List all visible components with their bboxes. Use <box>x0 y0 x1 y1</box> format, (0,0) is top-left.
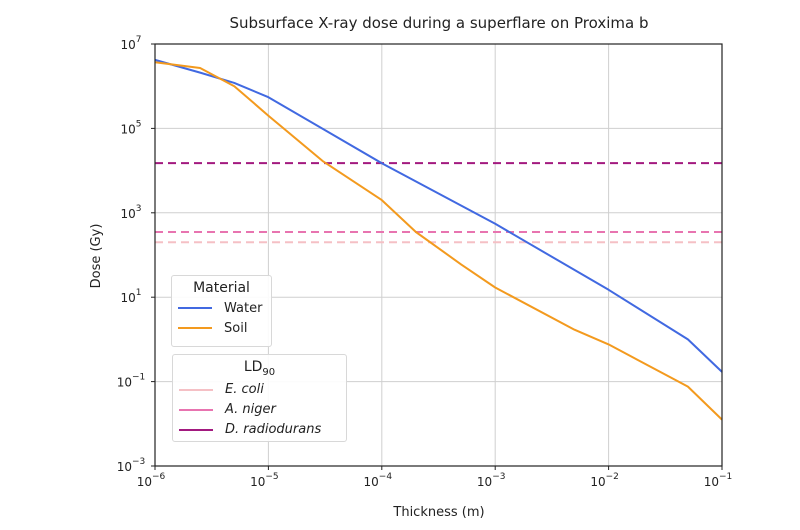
x-tick-exponent: −2 <box>606 472 619 482</box>
legend-label: A. niger <box>225 402 276 418</box>
y-tick-label: 103 <box>120 204 141 221</box>
x-tick-label: 10−4 <box>364 472 393 489</box>
chart-title: Subsurface X-ray dose during a superflar… <box>230 14 649 32</box>
legend-label: D. radiodurans <box>225 422 322 438</box>
y-tick-exponent: 1 <box>136 288 142 298</box>
legend-item-a-niger: A. niger <box>173 400 346 420</box>
legend-material-title: Material <box>193 280 250 296</box>
y-tick-exponent: −1 <box>132 373 145 383</box>
y-tick-label: 105 <box>120 119 141 136</box>
legend-item-water: Water <box>172 298 271 318</box>
legend-label: Water <box>224 300 263 316</box>
y-tick-label: 10−1 <box>117 373 146 390</box>
y-tick-exponent: 5 <box>136 119 142 129</box>
y-tick-exponent: 7 <box>136 35 142 45</box>
y-tick-exponent: 3 <box>136 204 142 214</box>
y-axis-label: Dose (Gy) <box>89 224 104 289</box>
legend-material: Material Water Soil <box>171 275 272 347</box>
plot-frame <box>154 43 723 467</box>
x-tick-exponent: −6 <box>152 472 166 482</box>
legend-label: Soil <box>224 320 248 336</box>
legend-item-d-radiodurans: D. radiodurans <box>173 420 346 440</box>
series-line-soil <box>154 61 723 421</box>
x-tick-exponent: −3 <box>492 472 505 482</box>
x-tick-exponent: −5 <box>265 472 278 482</box>
x-tick-exponent: −4 <box>379 472 393 482</box>
x-tick-label: 10−2 <box>590 472 619 489</box>
legend-label: E. coli <box>225 382 264 398</box>
x-tick-label: 10−6 <box>137 472 166 489</box>
y-tick-label: 107 <box>120 35 141 52</box>
legend-ld90-title: LD90 <box>243 359 276 378</box>
legend-item-soil: Soil <box>172 318 271 338</box>
legend-ld90: LD90 E. coli A. niger D. radiodurans <box>172 354 347 442</box>
y-tick-label: 10−3 <box>117 457 146 474</box>
x-axis-label: Thickness (m) <box>392 505 484 520</box>
y-tick-exponent: −3 <box>132 457 145 467</box>
x-tick-label: 10−1 <box>704 472 733 489</box>
legend-item-e-coli: E. coli <box>173 380 346 400</box>
series-line-water <box>154 58 723 373</box>
x-tick-label: 10−3 <box>477 472 506 489</box>
x-tick-label: 10−5 <box>250 472 279 489</box>
x-tick-exponent: −1 <box>719 472 732 482</box>
y-tick-label: 101 <box>120 288 141 305</box>
